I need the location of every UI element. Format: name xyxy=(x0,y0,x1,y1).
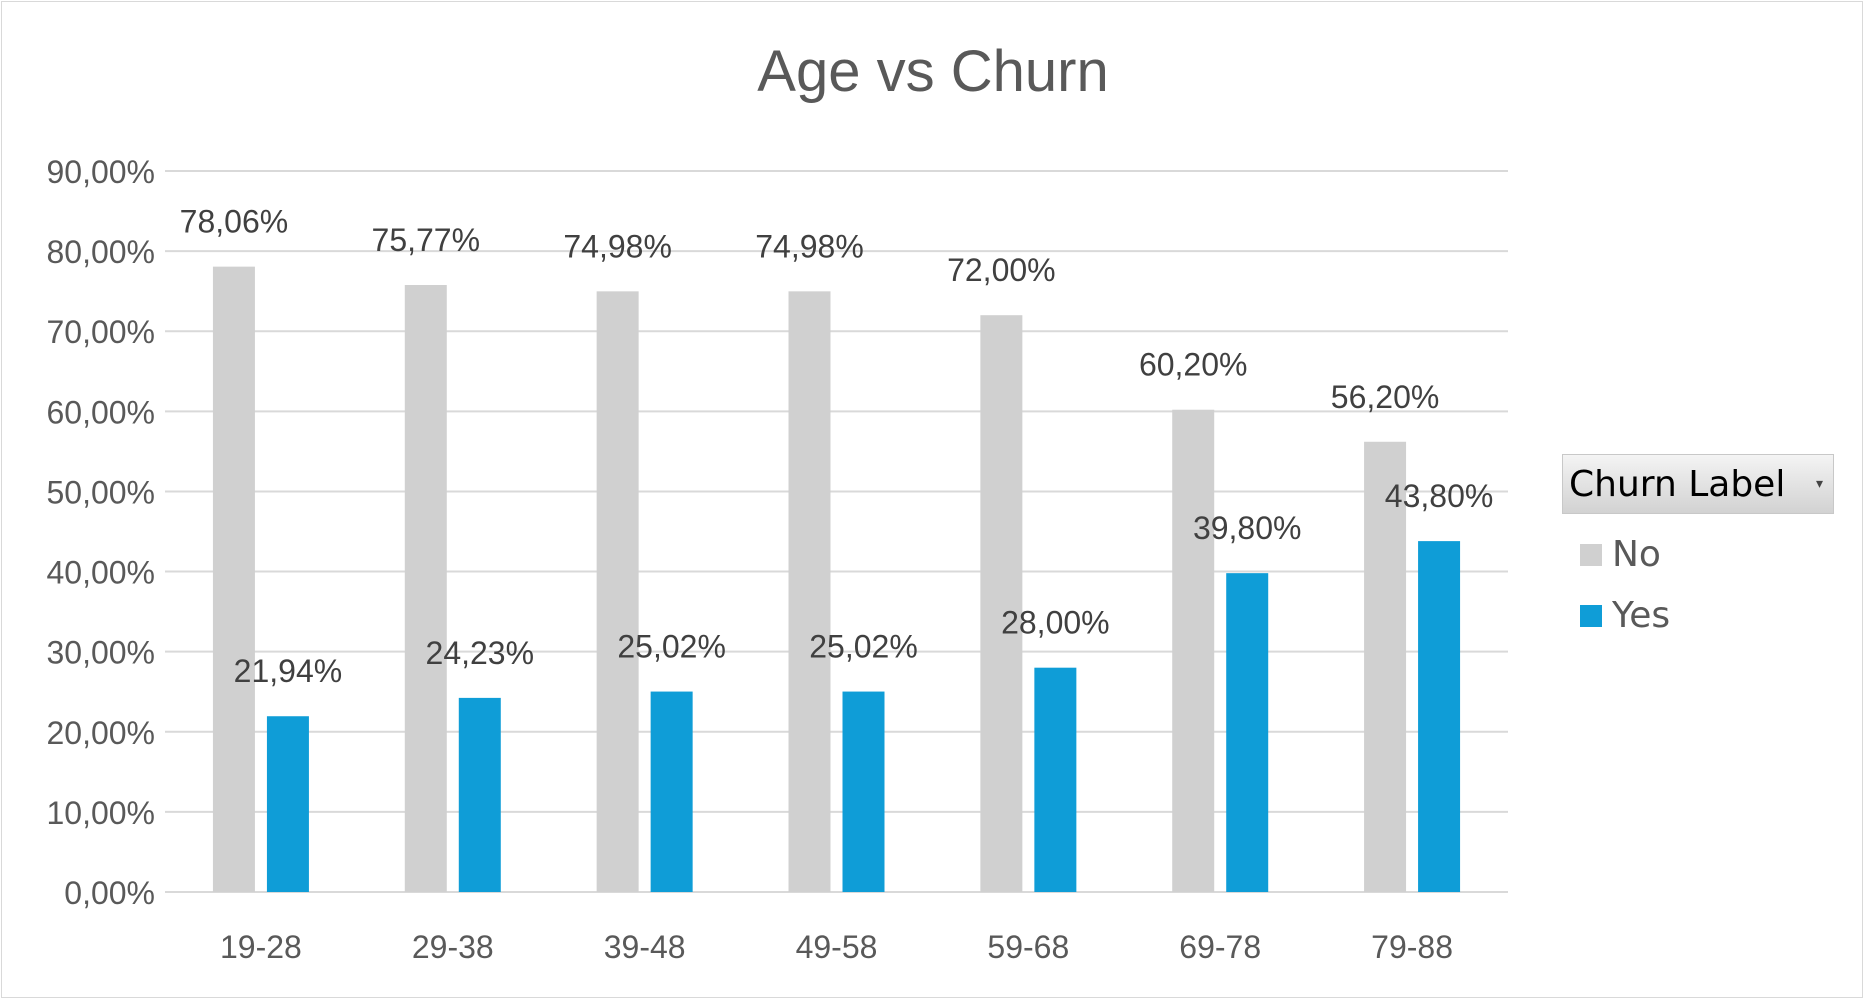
legend-label-yes: Yes xyxy=(1612,595,1671,636)
y-tick-label: 40,00% xyxy=(46,555,155,591)
data-label: 25,02% xyxy=(617,629,726,665)
data-label: 56,20% xyxy=(1331,379,1440,415)
x-tick-label: 19-28 xyxy=(220,929,302,965)
y-tick-label: 60,00% xyxy=(46,394,155,430)
bar-no xyxy=(1364,441,1407,892)
bar-no xyxy=(788,291,831,892)
data-label: 75,77% xyxy=(372,222,481,258)
legend-item-yes[interactable]: Yes xyxy=(1580,595,1834,636)
bar-yes xyxy=(266,716,309,892)
data-label: 74,98% xyxy=(755,228,864,264)
bar-no xyxy=(1172,409,1215,892)
dropdown-arrow-icon: ▾ xyxy=(1815,476,1823,492)
data-label: 72,00% xyxy=(947,252,1056,288)
x-tick-label: 79-88 xyxy=(1371,929,1453,965)
bar-yes xyxy=(1226,573,1269,892)
y-tick-label: 0,00% xyxy=(64,875,155,911)
legend: Churn Label ▾ No Yes xyxy=(1562,454,1834,636)
bar-yes xyxy=(842,691,885,892)
x-tick-label: 69-78 xyxy=(1179,929,1261,965)
bar-no xyxy=(212,266,255,892)
x-tick-label: 49-58 xyxy=(796,929,878,965)
bar-no xyxy=(596,291,639,892)
y-tick-label: 90,00% xyxy=(46,154,155,190)
data-label: 24,23% xyxy=(426,635,535,671)
legend-filter-button[interactable]: Churn Label ▾ xyxy=(1562,454,1834,514)
data-label: 28,00% xyxy=(1001,605,1110,641)
y-tick-label: 50,00% xyxy=(46,474,155,510)
y-tick-label: 20,00% xyxy=(46,715,155,751)
data-label: 74,98% xyxy=(563,228,672,264)
data-label: 43,80% xyxy=(1385,478,1494,514)
bar-yes xyxy=(1418,541,1461,892)
data-label: 25,02% xyxy=(809,629,918,665)
legend-item-no[interactable]: No xyxy=(1580,534,1834,575)
legend-label-no: No xyxy=(1612,534,1661,575)
bar-no xyxy=(404,284,447,892)
legend-swatch-yes xyxy=(1580,604,1602,627)
x-tick-label: 39-48 xyxy=(604,929,686,965)
bar-yes xyxy=(458,697,501,892)
y-tick-label: 80,00% xyxy=(46,234,155,270)
bar-yes xyxy=(1034,667,1077,892)
chart-title: Age vs Churn xyxy=(757,39,1109,104)
legend-swatch-no xyxy=(1580,543,1602,566)
bar-yes xyxy=(650,691,693,892)
y-tick-label: 70,00% xyxy=(46,314,155,350)
bar-no xyxy=(980,315,1023,892)
data-label: 39,80% xyxy=(1193,510,1302,546)
data-label: 78,06% xyxy=(180,204,289,240)
legend-header-label: Churn Label xyxy=(1569,463,1786,505)
y-tick-label: 10,00% xyxy=(46,795,155,831)
data-label: 60,20% xyxy=(1139,347,1248,383)
x-tick-label: 29-38 xyxy=(412,929,494,965)
y-tick-label: 30,00% xyxy=(46,635,155,671)
x-tick-label: 59-68 xyxy=(987,929,1069,965)
data-label: 21,94% xyxy=(234,653,343,689)
